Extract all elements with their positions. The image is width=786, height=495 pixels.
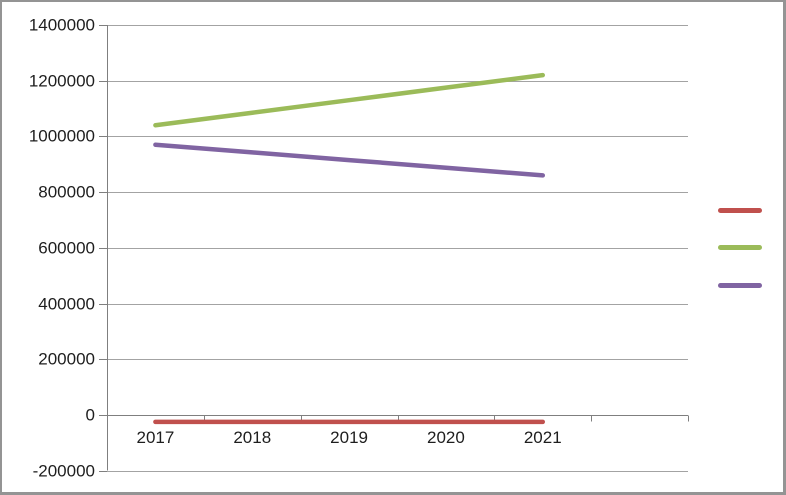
y-tick-label-2: 1000000 (28, 125, 95, 145)
legend-item-series-3[interactable] (718, 283, 762, 288)
y-tick-label-7: 0 (85, 404, 95, 424)
legend-item-series-2[interactable] (718, 245, 762, 251)
x-cat-label-4: 2021 (523, 428, 562, 447)
x-cat-label-2: 2019 (330, 428, 368, 447)
y-tick-label-1: 1200000 (28, 70, 95, 90)
y-tick-label-8: -200000 (32, 460, 95, 480)
y-tick-label-5: 400000 (38, 293, 95, 313)
x-cat-label-1: 2018 (233, 428, 272, 447)
y-tick-label-4: 600000 (38, 237, 95, 257)
x-cat-label-3: 2020 (426, 428, 465, 447)
legend-item-series-1[interactable] (718, 207, 762, 213)
y-tick-label-3: 800000 (38, 181, 95, 201)
y-tick-label-0: 1400000 (28, 14, 95, 34)
y-tick-label-6: 200000 (38, 348, 95, 368)
x-cat-label-0: 2017 (136, 428, 175, 447)
